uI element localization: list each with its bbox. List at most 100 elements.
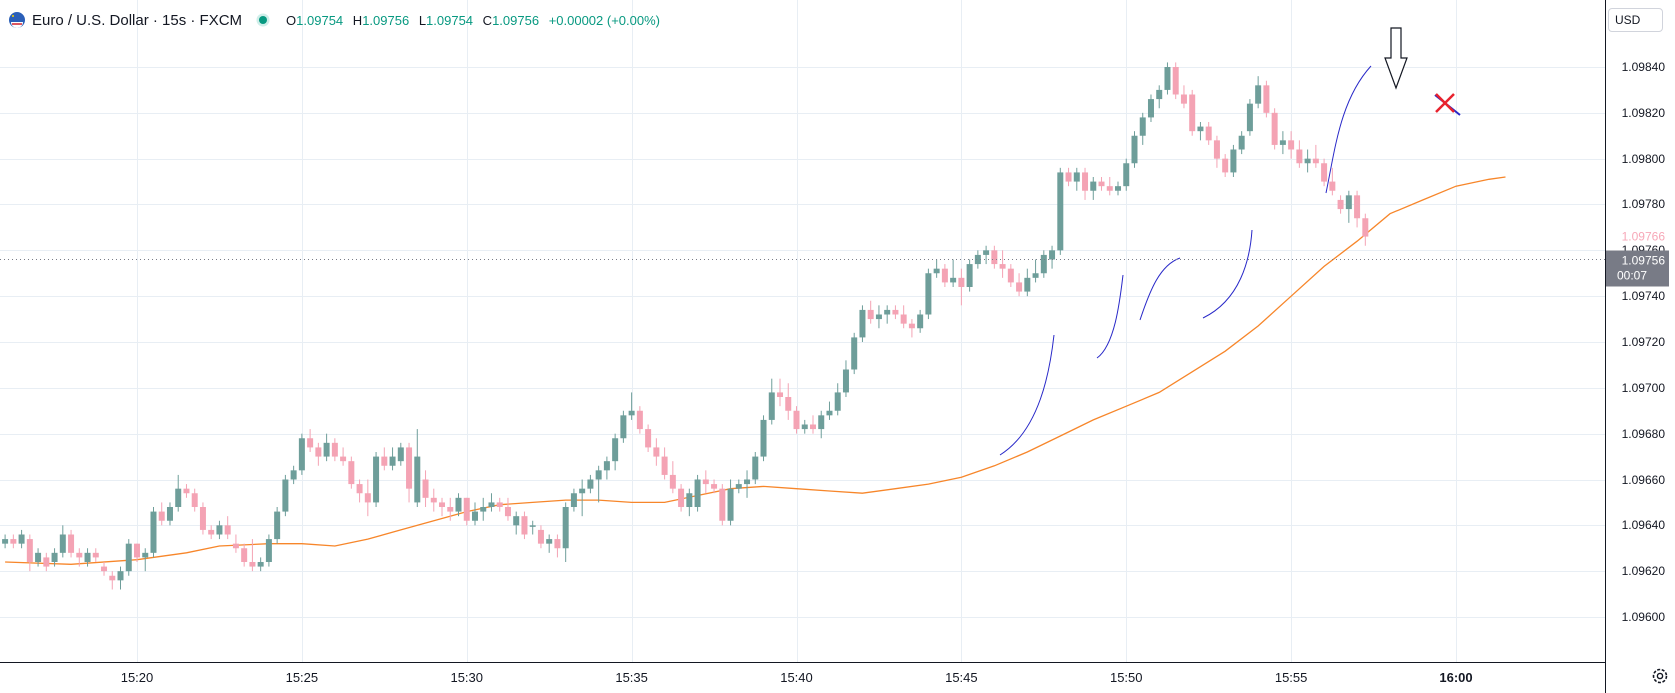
drawing-curve-3[interactable] (1139, 257, 1181, 321)
candle[interactable] (307, 429, 314, 452)
candle[interactable] (892, 305, 899, 320)
candle[interactable] (529, 520, 536, 535)
candle[interactable] (1205, 122, 1212, 145)
candle[interactable] (1197, 122, 1204, 141)
candle[interactable] (199, 502, 206, 535)
candle[interactable] (570, 488, 577, 512)
candle[interactable] (340, 447, 347, 466)
candle[interactable] (1024, 268, 1031, 297)
candle[interactable] (364, 479, 371, 517)
candle[interactable] (744, 470, 751, 498)
candle[interactable] (224, 516, 231, 540)
candle[interactable] (851, 332, 858, 375)
candle[interactable] (983, 245, 990, 265)
symbol-title[interactable]: Euro / U.S. Dollar · 15s · FXCM (32, 11, 243, 29)
candle[interactable] (785, 383, 792, 420)
candle[interactable] (537, 525, 544, 549)
candle[interactable] (35, 548, 42, 567)
candle[interactable] (612, 433, 619, 471)
candle[interactable] (1271, 108, 1278, 150)
candle[interactable] (628, 392, 635, 420)
candle[interactable] (793, 406, 800, 434)
candle[interactable] (1354, 190, 1361, 228)
candle[interactable] (1345, 190, 1352, 223)
candle[interactable] (496, 497, 503, 512)
candle[interactable] (760, 415, 767, 462)
candle[interactable] (669, 461, 676, 494)
candle[interactable] (1082, 167, 1089, 200)
candle[interactable] (1065, 167, 1072, 187)
candle[interactable] (76, 548, 83, 567)
candle[interactable] (884, 305, 891, 324)
candle[interactable] (1238, 131, 1245, 155)
candle[interactable] (315, 442, 322, 466)
candle[interactable] (1016, 273, 1023, 297)
candle[interactable] (1098, 177, 1105, 191)
candle[interactable] (166, 502, 173, 526)
drawing-curve-5[interactable] (1325, 65, 1372, 194)
candle[interactable] (1180, 85, 1187, 109)
candle[interactable] (620, 410, 627, 443)
candle[interactable] (430, 488, 437, 512)
candle[interactable] (381, 447, 388, 471)
candle[interactable] (966, 259, 973, 292)
candle[interactable] (958, 268, 965, 306)
candle[interactable] (68, 529, 75, 558)
candle[interactable] (282, 474, 289, 517)
candle[interactable] (1172, 62, 1179, 100)
candle[interactable] (1337, 195, 1344, 214)
candle[interactable] (1115, 181, 1122, 196)
candle[interactable] (752, 452, 759, 485)
candle[interactable] (1090, 177, 1097, 200)
candle[interactable] (1189, 89, 1196, 136)
candle[interactable] (175, 474, 182, 512)
candle[interactable] (406, 442, 413, 503)
candle[interactable] (397, 442, 404, 466)
candle[interactable] (51, 548, 58, 567)
candle[interactable] (1164, 62, 1171, 95)
candle[interactable] (842, 360, 849, 397)
candle[interactable] (208, 525, 215, 540)
candle[interactable] (1329, 167, 1336, 196)
candle[interactable] (595, 465, 602, 503)
cross-marker-icon[interactable] (1435, 93, 1455, 113)
candle[interactable] (711, 479, 718, 494)
candle[interactable] (1230, 144, 1237, 177)
candle[interactable] (546, 534, 553, 553)
candle[interactable] (678, 484, 685, 512)
candle[interactable] (1304, 149, 1311, 173)
candle[interactable] (653, 438, 660, 466)
candle[interactable] (455, 493, 462, 517)
candle[interactable] (1057, 167, 1064, 255)
candle[interactable] (348, 456, 355, 489)
candle[interactable] (521, 511, 528, 540)
candle[interactable] (422, 470, 429, 507)
candle[interactable] (109, 571, 116, 590)
candle[interactable] (579, 479, 586, 517)
candle[interactable] (274, 507, 281, 544)
candle[interactable] (331, 438, 338, 462)
candle[interactable] (900, 305, 907, 329)
candle[interactable] (447, 497, 454, 521)
candle[interactable] (290, 465, 297, 485)
candle[interactable] (587, 474, 594, 494)
candle[interactable] (1255, 76, 1262, 109)
symbol-legend[interactable]: Euro / U.S. Dollar · 15s · FXCM O1.09754… (8, 9, 660, 31)
candle[interactable] (142, 548, 149, 572)
candle[interactable] (933, 259, 940, 278)
arrow-down-marker-icon[interactable] (1384, 27, 1408, 90)
candle[interactable] (974, 250, 981, 269)
candle[interactable] (26, 534, 33, 572)
candle[interactable] (1156, 85, 1163, 109)
candle[interactable] (859, 305, 866, 342)
candle[interactable] (603, 456, 610, 480)
candle[interactable] (1279, 131, 1286, 155)
drawings-layer[interactable] (999, 27, 1461, 456)
candle[interactable] (999, 250, 1006, 278)
candle[interactable] (1123, 158, 1130, 191)
candle[interactable] (1288, 131, 1295, 159)
candle[interactable] (249, 539, 256, 572)
candle[interactable] (150, 507, 157, 558)
price-scale[interactable]: 1.098401.098201.098001.097801.097601.097… (1622, 60, 1666, 624)
candle[interactable] (471, 502, 478, 526)
